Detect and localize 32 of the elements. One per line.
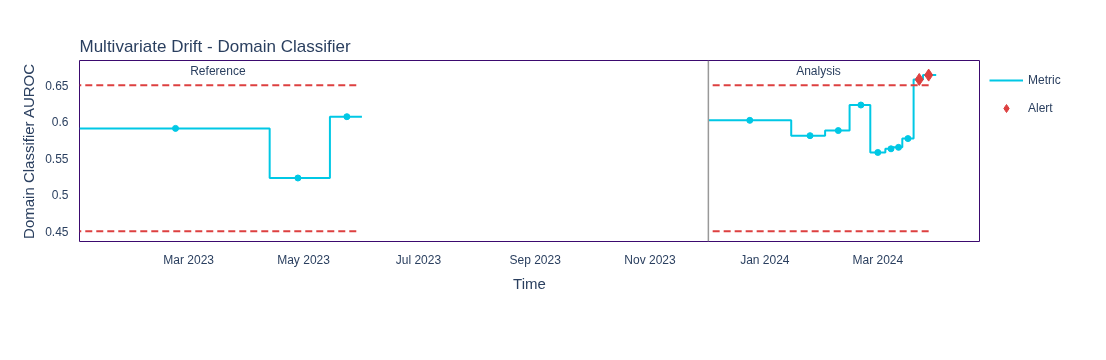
x-tick-label: Jul 2023 bbox=[395, 252, 442, 267]
y-tick-label: 0.55 bbox=[45, 151, 69, 166]
point bbox=[874, 148, 882, 156]
x-tick-label: Nov 2023 bbox=[624, 252, 677, 267]
legend-label: Alert bbox=[1028, 101, 1053, 115]
point bbox=[834, 127, 842, 135]
legend-label: Metric bbox=[1028, 73, 1061, 87]
x-tick-label: Mar 2024 bbox=[852, 252, 904, 267]
y-tick-label: 0.6 bbox=[51, 115, 69, 130]
point bbox=[172, 124, 180, 132]
point bbox=[746, 116, 754, 124]
x-tick-label: Mar 2023 bbox=[163, 252, 215, 267]
point bbox=[806, 132, 814, 140]
x-tick-label: Sep 2023 bbox=[509, 252, 562, 267]
x-tick-label: May 2023 bbox=[277, 252, 331, 267]
point bbox=[294, 174, 302, 182]
point bbox=[914, 72, 924, 86]
x-tick-label: Jan 2024 bbox=[740, 252, 790, 267]
y-axis-title: Domain Classifier AUROC bbox=[20, 63, 38, 239]
x-axis-title: Time bbox=[513, 274, 546, 292]
chart-title: Multivariate Drift - Domain Classifier bbox=[79, 36, 351, 56]
point bbox=[343, 113, 351, 121]
annotation: Analysis bbox=[796, 63, 841, 78]
point bbox=[887, 145, 895, 153]
point bbox=[924, 68, 934, 82]
point bbox=[857, 101, 865, 109]
point bbox=[895, 143, 903, 151]
y-tick-label: 0.5 bbox=[51, 188, 69, 203]
y-tick-label: 0.45 bbox=[45, 224, 69, 239]
y-tick-label: 0.65 bbox=[45, 78, 69, 93]
annotation: Reference bbox=[190, 63, 246, 78]
point bbox=[904, 135, 912, 143]
